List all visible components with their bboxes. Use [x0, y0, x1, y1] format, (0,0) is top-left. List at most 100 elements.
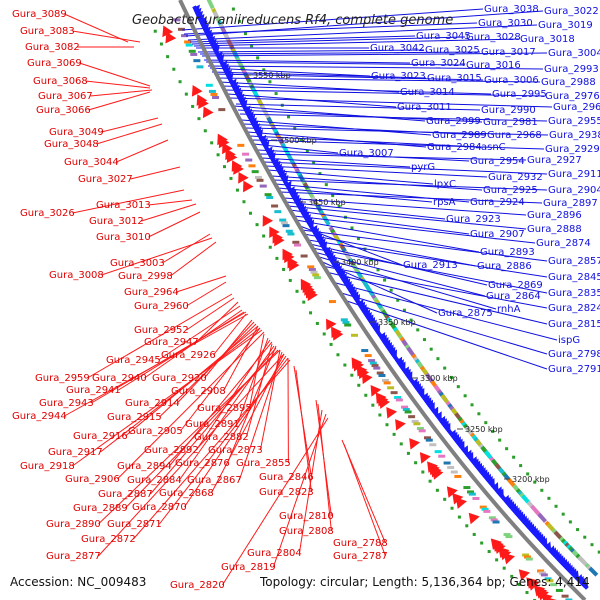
cog-block — [390, 391, 398, 395]
cog-dot — [356, 237, 360, 241]
cog-dot — [477, 412, 481, 416]
cog-block — [488, 516, 496, 520]
cog-dot — [389, 288, 393, 292]
forward-gene-block — [578, 579, 589, 590]
cog-dot — [255, 223, 259, 227]
reverse-gene-label: Gura_2868 — [159, 488, 214, 499]
cog-dot — [517, 582, 521, 586]
reverse-gene-arrow — [233, 163, 244, 175]
reverse-gene-label: Gura_2876 — [175, 458, 230, 469]
reverse-gene-label: Gura_2943 — [39, 398, 94, 409]
reverse-leader-line — [159, 357, 289, 525]
cog-block — [264, 193, 272, 197]
cog-dot — [159, 42, 163, 46]
cog-dot — [237, 19, 241, 23]
cog-block — [434, 450, 442, 454]
forward-leader-line — [201, 52, 548, 57]
cog-dot — [383, 278, 387, 282]
reverse-gene-label: Gura_3048 — [44, 139, 99, 150]
reverse-gene-label: Gura_3026 — [20, 208, 75, 219]
forward-gene-label: Gura_2927 — [527, 155, 582, 166]
forward-gene-label: Gura_3025 — [425, 45, 480, 56]
cog-block — [248, 164, 256, 168]
reverse-gene-label: Gura_2867 — [187, 475, 242, 486]
reverse-gene-label: Gura_3008 — [49, 270, 104, 281]
cog-block — [373, 366, 381, 370]
reverse-leader-line — [245, 343, 273, 438]
reverse-gene-label: Gura_3068 — [33, 76, 88, 87]
kbp-tick-label: 3200 kbp — [512, 475, 550, 484]
cog-block — [188, 49, 196, 53]
forward-gene-labels: Gura_3038 Gura_3022 Gura_3030 Gura_3019 Gura… — [339, 4, 600, 375]
cog-block — [454, 474, 462, 478]
cog-block — [538, 571, 546, 575]
cog-dot — [364, 393, 368, 397]
reverse-gene-label: Gura_2892 — [144, 445, 199, 456]
forward-gene-block — [443, 424, 453, 435]
reverse-gene-arrow — [191, 85, 203, 97]
reverse-gene-label: Gura_2855 — [236, 458, 291, 469]
reverse-gene-label: Gura_2882 — [194, 432, 249, 443]
forward-leader-line — [301, 229, 548, 262]
cog-block — [492, 520, 500, 524]
reverse-leader-line — [90, 89, 153, 97]
forward-leader-line — [295, 219, 480, 253]
cog-block — [447, 466, 455, 470]
cog-dot — [406, 451, 410, 455]
forward-gene-label: Gura_3042 — [370, 43, 425, 54]
cog-block — [212, 95, 220, 99]
cog-dot — [350, 226, 354, 230]
reverse-gene-arrow — [332, 329, 344, 341]
cog-dot — [396, 298, 400, 302]
cog-block — [537, 569, 545, 573]
reverse-gene-arrow — [503, 552, 515, 565]
cog-dot — [324, 183, 328, 187]
reverse-leader-line — [162, 233, 211, 264]
cog-dot — [295, 289, 299, 293]
cog-dot — [329, 342, 333, 346]
cog-dot — [223, 165, 227, 169]
forward-gene-label: Gura_2932 — [488, 172, 543, 183]
forward-leader-line — [313, 251, 486, 297]
cog-block — [193, 59, 201, 63]
cog-block — [293, 243, 301, 247]
cog-block — [259, 184, 267, 188]
reverse-gene-arrow — [284, 251, 295, 264]
cog-block — [364, 354, 372, 358]
cog-dot — [465, 524, 469, 528]
cog-dot — [243, 32, 247, 36]
reverse-gene-arrow — [468, 512, 480, 525]
reverse-gene-arrow — [419, 452, 431, 464]
forward-gene-label: Gura_2968 — [487, 130, 542, 141]
cog-block — [368, 359, 376, 363]
cog-block — [546, 579, 554, 583]
reverse-gene-label: Gura_2908 — [171, 386, 226, 397]
reverse-leader-line — [98, 349, 281, 525]
forward-leader-line — [303, 233, 477, 267]
forward-leader-line — [235, 103, 481, 111]
reverse-leader-line — [79, 62, 151, 87]
cog-block — [361, 349, 369, 353]
cog-block — [282, 224, 290, 228]
reverse-leader-line — [317, 403, 332, 532]
cog-block — [544, 577, 552, 581]
forward-leader-line — [287, 205, 527, 230]
forward-leader-line — [211, 71, 427, 79]
forward-gene-label: Gura_2835 — [548, 288, 600, 299]
reverse-leader-line — [221, 417, 329, 586]
reverse-gene-label: Gura_2947 — [144, 337, 199, 348]
forward-gene-label: Gura_3004 — [548, 48, 600, 59]
reverse-leader-line — [148, 199, 193, 206]
reverse-leader-line — [116, 139, 169, 163]
reverse-gene-arrow — [307, 289, 318, 302]
reverse-gene-label: Gura_2890 — [46, 519, 101, 530]
reverse-leader-line — [272, 413, 327, 568]
cog-block — [328, 300, 336, 304]
forward-leader-line — [265, 165, 488, 178]
cog-dot — [583, 535, 587, 539]
cog-block — [371, 364, 379, 368]
cog-dot — [262, 68, 266, 72]
cog-dot — [197, 117, 201, 121]
cog-block — [245, 158, 253, 162]
forward-gene-label: rnhA — [497, 304, 521, 315]
